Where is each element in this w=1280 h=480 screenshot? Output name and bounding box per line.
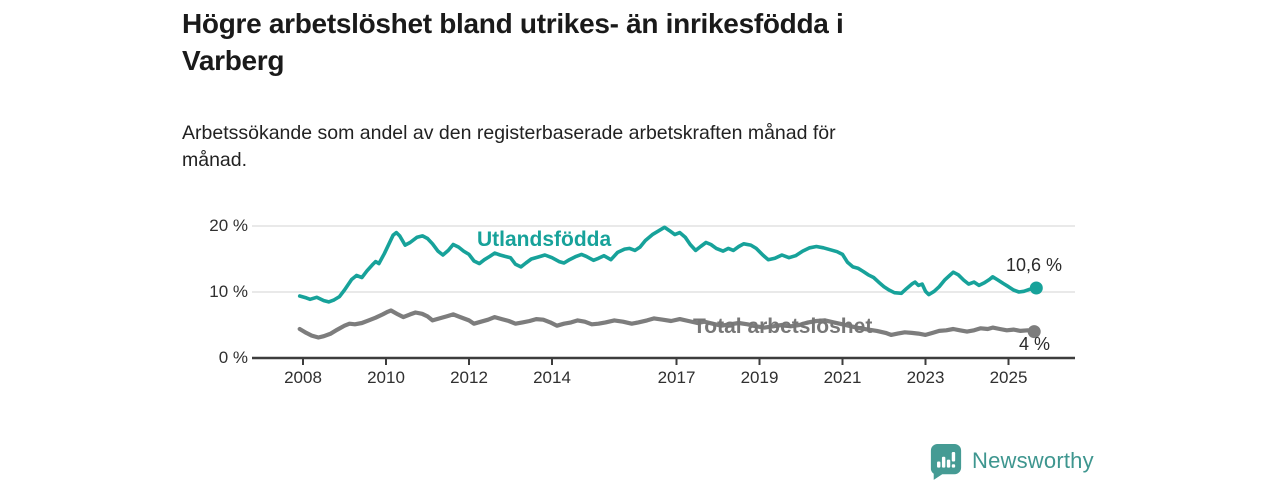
page-title-line-1: Högre arbetslöshet bland utrikes- än inr… [182,8,844,39]
x-axis-tick-label: 2008 [284,368,322,387]
newsworthy-logo[interactable]: Newsworthy [929,443,1094,480]
x-axis-tick-label: 2025 [989,368,1028,387]
x-axis-tick-label: 2019 [740,368,779,387]
x-axis-tick-label: 2021 [823,368,862,387]
page-title-line-2: Varberg [182,45,285,76]
page-subtitle-line-1: Arbetssökande som andel av den registerb… [182,122,836,144]
y-axis-tick-label: 0 % [218,348,248,367]
x-axis-tick-label: 2017 [657,368,696,387]
x-axis-tick-label: 2010 [367,368,405,387]
x-axis-tick-label: 2014 [533,368,571,387]
y-axis-tick-label: 10 % [209,282,248,301]
x-axis-tick-label: 2023 [906,368,945,387]
page-subtitle: Arbetssökande som andel av den registerb… [182,120,1062,174]
page-subtitle-line-2: månad. [182,149,248,171]
y-axis-tick-label: 20 % [209,216,248,235]
series-label-total-arbetsloshet: Total arbetslöshet [693,315,873,338]
end-value-label-total-arbetsloshet: 4 % [1019,334,1051,354]
x-axis-tick-label: 2012 [450,368,488,387]
bar-chart-speech-bubble-icon [930,444,962,480]
end-value-label-utlandsfodda: 10,6 % [1006,255,1063,275]
page-title: Högre arbetslöshet bland utrikes- än inr… [182,5,1062,79]
newsworthy-logo-text: Newsworthy [972,448,1094,473]
series-label-utlandsfodda: Utlandsfödda [477,228,612,251]
